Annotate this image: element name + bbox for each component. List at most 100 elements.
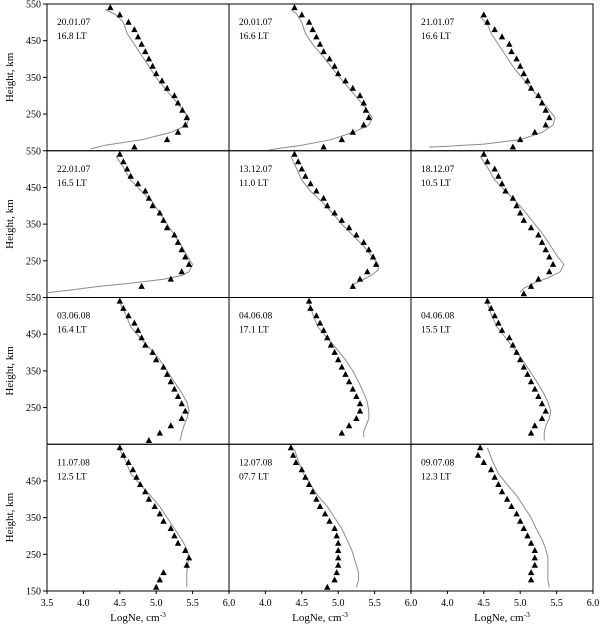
- measured-point: [364, 268, 371, 275]
- measured-point: [138, 334, 145, 341]
- measured-point: [517, 209, 524, 216]
- panel-2: 20.01.07 16.6 LT: [228, 3, 412, 152]
- measured-point: [535, 231, 542, 238]
- panel-date: 20.01.07: [239, 18, 273, 28]
- x-tick-label: 5.5: [550, 598, 563, 609]
- measured-point: [333, 569, 340, 576]
- measured-point: [120, 158, 127, 165]
- measured-point: [127, 172, 134, 179]
- x-tick-label: 4.0: [259, 598, 272, 609]
- panel-date: 13.12.07: [239, 165, 273, 175]
- measured-point: [477, 444, 484, 451]
- measured-point: [520, 70, 527, 77]
- measured-point: [138, 282, 145, 289]
- panel-date: 21.01.07: [421, 18, 455, 28]
- measured-point: [520, 216, 527, 223]
- y-tick-label: 250: [26, 403, 41, 414]
- measured-point: [335, 70, 342, 77]
- panel-4: 22.01.07 16.5 LT: [46, 150, 230, 298]
- measured-point: [487, 304, 495, 311]
- measured-point: [527, 429, 535, 436]
- measured-point: [331, 348, 338, 355]
- measured-point: [182, 253, 189, 260]
- measured-point: [508, 503, 515, 509]
- measured-point: [120, 451, 127, 458]
- measured-point: [153, 70, 160, 77]
- measured-point: [356, 275, 364, 282]
- measured-point: [178, 246, 185, 253]
- panel-7: 03.06.08 16.4 LT: [46, 297, 230, 445]
- measured-point: [167, 422, 174, 429]
- measured-point: [145, 194, 153, 201]
- y-tick-label: 550: [26, 0, 41, 11]
- measured-point: [531, 547, 538, 553]
- measured-point: [331, 576, 338, 583]
- measured-point: [156, 209, 163, 216]
- model-profile-line: [119, 449, 190, 588]
- measured-point: [549, 260, 557, 267]
- measured-point: [360, 99, 367, 106]
- x-axis-title: LogNe, cm-3: [110, 610, 166, 624]
- measured-point: [335, 554, 342, 561]
- model-profile-line: [294, 449, 360, 588]
- panel-time: 16.4 LT: [57, 326, 87, 336]
- measured-point: [163, 136, 171, 143]
- panel-time: 07.7 LT: [239, 472, 269, 482]
- y-tick-label: 550: [26, 293, 41, 304]
- y-tick-label: 450: [26, 36, 41, 47]
- model-profile-line: [119, 302, 190, 441]
- measured-point: [524, 370, 531, 377]
- measured-point: [179, 106, 186, 113]
- measured-point: [131, 319, 138, 326]
- measured-point: [531, 422, 538, 429]
- measured-point: [509, 194, 517, 201]
- x-tick-label: 4.0: [441, 598, 454, 609]
- measured-point: [365, 246, 372, 253]
- y-tick-label: 250: [26, 550, 41, 561]
- x-tick-label: 3.5: [41, 598, 54, 609]
- measured-point: [538, 238, 546, 245]
- measured-point: [527, 569, 535, 576]
- measured-point: [163, 370, 171, 377]
- y-axis-labels: 550 450 350 250 Height, km 550 450 350 250 Height…: [4, 0, 47, 598]
- measured-point: [538, 400, 546, 407]
- measured-point: [305, 18, 313, 25]
- measured-point: [160, 216, 167, 223]
- measured-point: [291, 4, 298, 11]
- measured-point: [178, 400, 185, 407]
- panel-date: 04.06.08: [421, 312, 455, 322]
- panel-date: 04.06.08: [239, 312, 273, 322]
- y-tick-label: 450: [26, 330, 41, 341]
- measured-point: [324, 202, 331, 209]
- measured-point: [320, 194, 327, 201]
- measured-point: [167, 378, 174, 385]
- measured-point: [313, 312, 320, 319]
- measured-point: [307, 304, 314, 311]
- measured-point: [316, 319, 324, 326]
- panel-date: 12.07.08: [239, 458, 273, 468]
- measured-point: [134, 180, 142, 187]
- measured-point: [542, 121, 549, 128]
- measured-point: [349, 282, 356, 289]
- measured-point: [125, 312, 132, 319]
- measured-point: [158, 77, 166, 84]
- measured-point: [506, 40, 513, 47]
- measured-point: [345, 224, 353, 231]
- measured-point: [527, 282, 535, 289]
- model-profile-line: [46, 156, 194, 294]
- y-tick-label: 350: [26, 220, 41, 231]
- measured-point: [145, 495, 153, 502]
- measured-point: [142, 341, 149, 348]
- panel-time: 12.5 LT: [57, 472, 87, 482]
- measured-point: [142, 187, 149, 194]
- measured-point: [163, 84, 171, 91]
- panel-time: 17.1 LT: [239, 326, 269, 336]
- panel-time: 15.5 LT: [421, 326, 451, 336]
- measured-point: [289, 451, 297, 458]
- measured-point: [163, 224, 171, 231]
- panel-time: 11.0 LT: [239, 179, 269, 189]
- measured-point: [131, 26, 138, 33]
- measured-point: [491, 165, 498, 172]
- measured-point: [313, 187, 320, 194]
- model-profile-line: [308, 302, 370, 437]
